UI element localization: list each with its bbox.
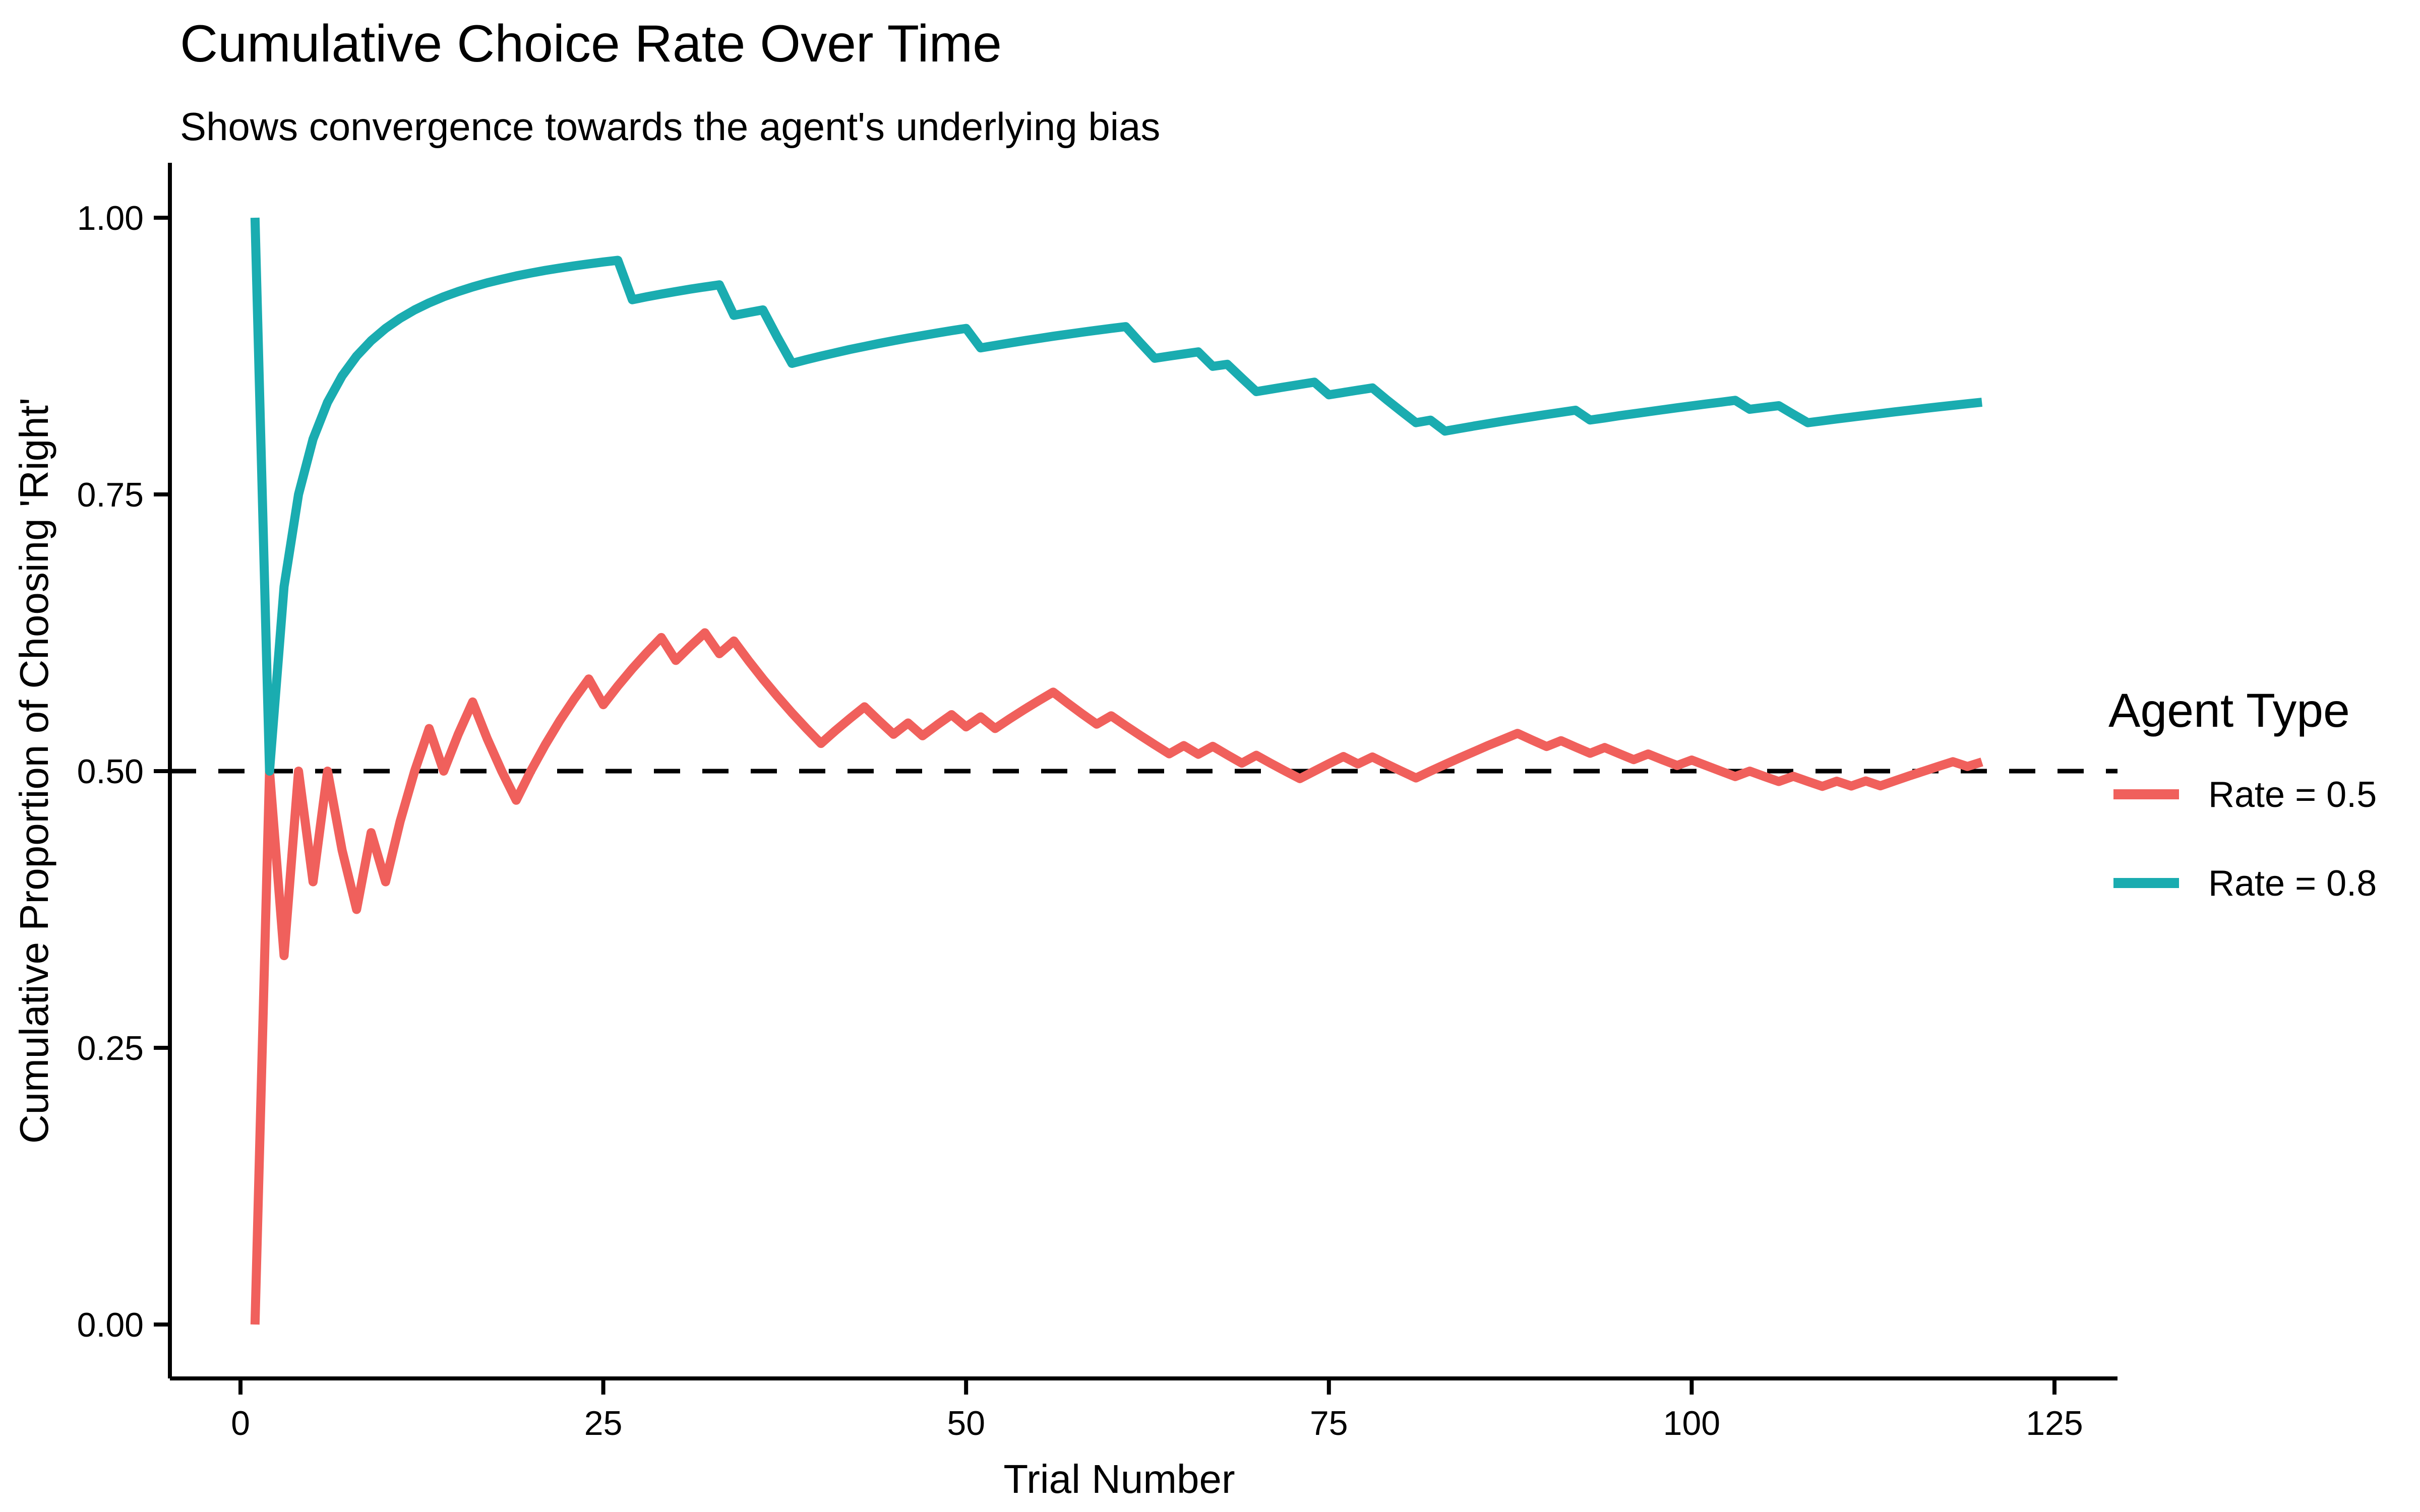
y-axis-title: Cumulative Proportion of Choosing 'Right… <box>12 398 56 1144</box>
y-tick-label: 0.00 <box>77 1306 144 1344</box>
legend-item-rate-0.8: Rate = 0.8 <box>2113 863 2377 904</box>
legend-title: Agent Type <box>2108 684 2350 737</box>
legend-label-rate-0.5: Rate = 0.5 <box>2208 775 2377 815</box>
x-tick-label: 75 <box>1310 1404 1348 1442</box>
chart-subtitle: Shows convergence towards the agent's un… <box>180 104 1160 149</box>
data-series-layer <box>250 217 1983 1325</box>
series-line-rate-0.8 <box>250 217 1983 776</box>
y-tick-label: 0.50 <box>77 752 144 791</box>
y-tick-label: 0.75 <box>77 476 144 514</box>
legend-item-rate-0.5: Rate = 0.5 <box>2113 775 2377 815</box>
x-tick-label: 25 <box>584 1404 623 1442</box>
x-tick-label: 125 <box>2026 1404 2083 1442</box>
legend: Agent Type Rate = 0.5 Rate = 0.8 <box>2108 684 2377 904</box>
y-tick-label: 1.00 <box>77 199 144 237</box>
axes-layer: 0.00 0.25 0.50 0.75 1.00 0 25 50 75 100 125 <box>77 163 2118 1442</box>
x-axis-title: Trial Number <box>1003 1457 1235 1501</box>
x-tick-label: 50 <box>947 1404 985 1442</box>
x-tick-label: 0 <box>231 1404 250 1442</box>
chart-title: Cumulative Choice Rate Over Time <box>180 15 1002 73</box>
series-line-rate-0.5 <box>250 628 1983 1325</box>
x-tick-label: 100 <box>1663 1404 1720 1442</box>
y-tick-label: 0.25 <box>77 1029 144 1067</box>
legend-label-rate-0.8: Rate = 0.8 <box>2208 863 2377 904</box>
